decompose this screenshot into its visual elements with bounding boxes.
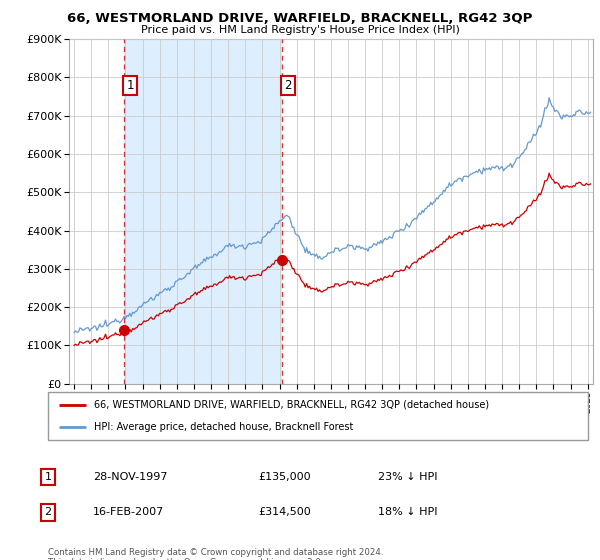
- Text: Contains HM Land Registry data © Crown copyright and database right 2024.
This d: Contains HM Land Registry data © Crown c…: [48, 548, 383, 560]
- Text: £135,000: £135,000: [258, 472, 311, 482]
- Text: HPI: Average price, detached house, Bracknell Forest: HPI: Average price, detached house, Brac…: [94, 422, 353, 432]
- Text: 16-FEB-2007: 16-FEB-2007: [93, 507, 164, 517]
- Bar: [124, 39, 281, 384]
- Text: 2: 2: [284, 79, 292, 92]
- Text: 1: 1: [127, 79, 134, 92]
- Text: 28-NOV-1997: 28-NOV-1997: [93, 472, 167, 482]
- Text: Price paid vs. HM Land Registry's House Price Index (HPI): Price paid vs. HM Land Registry's House …: [140, 25, 460, 35]
- Text: 18% ↓ HPI: 18% ↓ HPI: [378, 507, 437, 517]
- FancyBboxPatch shape: [48, 392, 588, 440]
- Text: 66, WESTMORLAND DRIVE, WARFIELD, BRACKNELL, RG42 3QP: 66, WESTMORLAND DRIVE, WARFIELD, BRACKNE…: [67, 12, 533, 25]
- Text: £314,500: £314,500: [258, 507, 311, 517]
- Text: 1: 1: [44, 472, 52, 482]
- Text: 2: 2: [44, 507, 52, 517]
- Text: 23% ↓ HPI: 23% ↓ HPI: [378, 472, 437, 482]
- Text: 66, WESTMORLAND DRIVE, WARFIELD, BRACKNELL, RG42 3QP (detached house): 66, WESTMORLAND DRIVE, WARFIELD, BRACKNE…: [94, 400, 489, 410]
